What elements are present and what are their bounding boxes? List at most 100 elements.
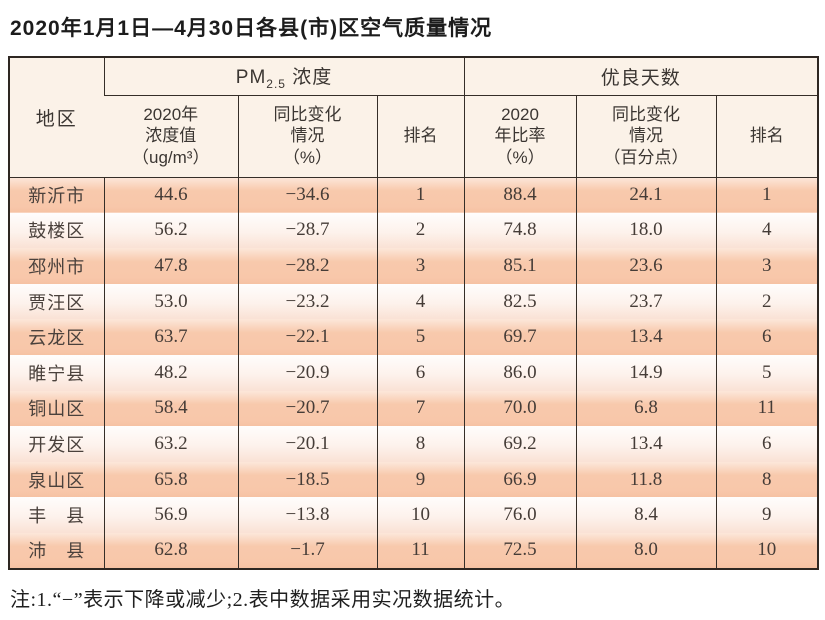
cell-pm-rank: 4 bbox=[376, 283, 465, 320]
footnote: 注:1.“−”表示下降或减少;2.表中数据采用实况数据统计。 bbox=[10, 588, 516, 611]
cell-days-rate: 86.0 bbox=[463, 354, 577, 391]
cell-pm-change: −28.2 bbox=[237, 248, 377, 284]
cell-pm-value: 62.8 bbox=[103, 532, 238, 569]
cell-pm-change: −13.8 bbox=[237, 497, 377, 533]
cell-days-change: 18.0 bbox=[575, 212, 717, 249]
cell-days-change: 14.9 bbox=[575, 354, 717, 391]
table-row: 鼓楼区 56.2 −28.7 2 74.8 18.0 4 bbox=[9, 212, 819, 249]
cell-days-rank: 3 bbox=[715, 248, 819, 284]
cell-region: 新沂市 bbox=[9, 177, 104, 213]
cell-pm-value: 58.4 bbox=[103, 390, 238, 427]
cell-region: 邳州市 bbox=[9, 248, 104, 284]
cell-pm-change: −20.7 bbox=[237, 390, 377, 427]
table-row: 睢宁县 48.2 −20.9 6 86.0 14.9 5 bbox=[9, 354, 819, 391]
pm25-label-suffix: 浓度 bbox=[285, 66, 333, 88]
cell-days-change: 23.6 bbox=[575, 248, 717, 284]
cell-pm-change: −1.7 bbox=[237, 532, 377, 569]
table-row: 贾汪区 53.0 −23.2 4 82.5 23.7 2 bbox=[9, 283, 819, 320]
cell-days-rate: 82.5 bbox=[463, 283, 577, 320]
column-header-days-rank: 排名 bbox=[715, 95, 819, 178]
cell-days-rank: 8 bbox=[715, 461, 819, 498]
column-header-pm-rank: 排名 bbox=[376, 95, 465, 178]
column-header-days-change: 同比变化 情况 （百分点） bbox=[575, 95, 717, 178]
cell-region: 云龙区 bbox=[9, 319, 104, 355]
cell-pm-rank: 5 bbox=[376, 319, 465, 355]
cell-pm-rank: 2 bbox=[376, 212, 465, 249]
cell-days-rank: 10 bbox=[715, 532, 819, 569]
header-group-row: 地区 PM2.5 浓度 优良天数 bbox=[9, 57, 819, 178]
cell-pm-value: 56.9 bbox=[103, 497, 238, 533]
cell-region: 丰 县 bbox=[9, 497, 104, 533]
cell-days-rank: 2 bbox=[715, 283, 819, 320]
cell-pm-rank: 9 bbox=[376, 461, 465, 498]
cell-days-rate: 66.9 bbox=[463, 461, 577, 498]
air-quality-table: 地区 PM2.5 浓度 优良天数 2020年 浓度值 （ug/m³） 同比变化 … bbox=[8, 56, 820, 570]
table-row: 云龙区 63.7 −22.1 5 69.7 13.4 6 bbox=[9, 319, 819, 355]
cell-days-rate: 72.5 bbox=[463, 532, 577, 569]
table-row: 沛 县 62.8 −1.7 11 72.5 8.0 10 bbox=[9, 532, 819, 569]
cell-days-rate: 69.7 bbox=[463, 319, 577, 355]
cell-pm-value: 63.7 bbox=[103, 319, 238, 355]
table-row: 新沂市 44.6 −34.6 1 88.4 24.1 1 bbox=[9, 177, 819, 213]
cell-pm-value: 48.2 bbox=[103, 354, 238, 391]
column-header-days-rate: 2020 年比率 （%） bbox=[463, 95, 577, 178]
cell-pm-change: −23.2 bbox=[237, 283, 377, 320]
cell-days-change: 23.7 bbox=[575, 283, 717, 320]
cell-pm-value: 65.8 bbox=[103, 461, 238, 498]
cell-days-rate: 69.2 bbox=[463, 426, 577, 462]
table-row: 铜山区 58.4 −20.7 7 70.0 6.8 11 bbox=[9, 390, 819, 427]
header-sub-row: 2020年 浓度值 （ug/m³） 同比变化 情况 （%） 排名 2020 年比… bbox=[9, 95, 819, 178]
cell-pm-rank: 11 bbox=[376, 532, 465, 569]
cell-pm-value: 63.2 bbox=[103, 426, 238, 462]
table-header: 地区 PM2.5 浓度 优良天数 2020年 浓度值 （ug/m³） 同比变化 … bbox=[9, 57, 819, 178]
cell-region: 睢宁县 bbox=[9, 354, 104, 391]
cell-days-rate: 74.8 bbox=[463, 212, 577, 249]
cell-days-change: 6.8 bbox=[575, 390, 717, 427]
cell-pm-rank: 10 bbox=[376, 497, 465, 533]
pm25-label-prefix: PM bbox=[235, 66, 267, 88]
cell-region: 贾汪区 bbox=[9, 283, 104, 320]
cell-pm-change: −28.7 bbox=[237, 212, 377, 249]
cell-pm-rank: 1 bbox=[376, 177, 465, 213]
cell-pm-change: −18.5 bbox=[237, 461, 377, 498]
cell-region: 铜山区 bbox=[9, 390, 104, 427]
cell-pm-change: −34.6 bbox=[237, 177, 377, 213]
cell-pm-change: −22.1 bbox=[237, 319, 377, 355]
cell-pm-value: 56.2 bbox=[103, 212, 238, 249]
table-row: 邳州市 47.8 −28.2 3 85.1 23.6 3 bbox=[9, 248, 819, 284]
cell-days-rank: 6 bbox=[715, 319, 819, 355]
column-header-pm-value: 2020年 浓度值 （ug/m³） bbox=[104, 95, 238, 178]
column-group-good-days: 优良天数 bbox=[463, 57, 819, 96]
table-row: 丰 县 56.9 −13.8 10 76.0 8.4 9 bbox=[9, 497, 819, 533]
cell-days-rank: 6 bbox=[715, 426, 819, 462]
cell-days-rate: 70.0 bbox=[463, 390, 577, 427]
cell-pm-value: 47.8 bbox=[103, 248, 238, 284]
column-header-pm-change: 同比变化 情况 （%） bbox=[237, 95, 377, 178]
cell-days-rank: 4 bbox=[715, 212, 819, 249]
cell-pm-value: 53.0 bbox=[103, 283, 238, 320]
cell-days-rank: 9 bbox=[715, 497, 819, 533]
cell-days-change: 11.8 bbox=[575, 461, 717, 498]
cell-days-change: 8.0 bbox=[575, 532, 717, 569]
cell-region: 鼓楼区 bbox=[9, 212, 104, 249]
page-title: 2020年1月1日—4月30日各县(市)区空气质量情况 bbox=[10, 17, 493, 40]
cell-region: 泉山区 bbox=[9, 461, 104, 498]
cell-pm-change: −20.9 bbox=[237, 354, 377, 391]
cell-days-change: 13.4 bbox=[575, 426, 717, 462]
cell-days-change: 8.4 bbox=[575, 497, 717, 533]
column-group-pm25: PM2.5 浓度 bbox=[103, 57, 465, 96]
cell-days-rank: 1 bbox=[715, 177, 819, 213]
cell-pm-change: −20.1 bbox=[237, 426, 377, 462]
cell-days-rate: 76.0 bbox=[463, 497, 577, 533]
cell-pm-rank: 8 bbox=[376, 426, 465, 462]
cell-days-rank: 11 bbox=[715, 390, 819, 427]
cell-region: 沛 县 bbox=[9, 532, 104, 569]
cell-pm-rank: 3 bbox=[376, 248, 465, 284]
cell-days-rank: 5 bbox=[715, 354, 819, 391]
pm25-label-subscript: 2.5 bbox=[266, 76, 286, 91]
cell-pm-rank: 6 bbox=[376, 354, 465, 391]
cell-pm-rank: 7 bbox=[376, 390, 465, 427]
cell-days-change: 24.1 bbox=[575, 177, 717, 213]
table-body: 新沂市 44.6 −34.6 1 88.4 24.1 1 鼓楼区 56.2 −28.7 2 74.8 1… bbox=[9, 177, 819, 569]
